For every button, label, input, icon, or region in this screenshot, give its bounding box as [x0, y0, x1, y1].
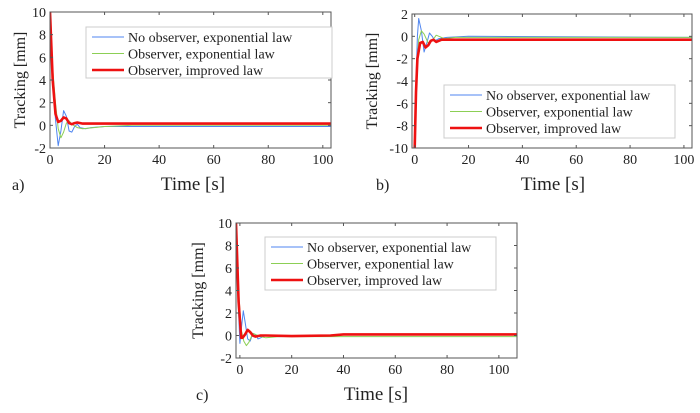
series-group: [413, 18, 692, 148]
x-axis-label: Time [s]: [521, 174, 585, 195]
x-axis-label: Time [s]: [344, 384, 408, 405]
legend: No observer, exponential law Observer, ex…: [85, 26, 333, 79]
y-tick-label: -4: [396, 75, 408, 90]
x-tick-label: 60: [388, 363, 402, 378]
y-tick-label: -8: [396, 120, 408, 135]
legend: No observer, exponential law Observer, ex…: [443, 84, 676, 139]
legend-label: Observer, exponential law: [486, 106, 634, 121]
series-line-observer-improved: [50, 12, 331, 126]
y-tick-label: 0: [401, 30, 408, 45]
y-tick-label: 6: [39, 51, 46, 66]
x-tick-label: 0: [236, 363, 243, 378]
legend-label: Observer, improved law: [128, 64, 264, 79]
series-line-no-observer-exp: [414, 18, 692, 148]
y-tick-label: 10: [32, 6, 46, 21]
series-line-observer-improved: [413, 38, 692, 148]
legend-label: Observer, exponential law: [307, 258, 455, 273]
y-tick-label: 10: [218, 217, 232, 232]
legend-box: [443, 84, 676, 139]
subplot-c: 0 20 40 60 80 100 -2 0 2 4 6 8 10 Tracking [mm] Time […: [190, 217, 518, 405]
x-tick-label: 20: [285, 363, 299, 378]
y-tick-label: -2: [34, 142, 46, 157]
x-tick-label: 60: [569, 153, 583, 168]
legend-label: No observer, exponential law: [486, 89, 651, 104]
x-tick-label: 0: [411, 153, 418, 168]
y-tick-label: 8: [39, 29, 46, 44]
y-axis-label: Tracking [mm]: [364, 33, 381, 130]
y-tick-label: 4: [225, 285, 232, 300]
x-tick-label: 40: [336, 363, 350, 378]
y-tick-label: -2: [220, 352, 232, 367]
y-axis-label: Tracking [mm]: [12, 32, 29, 129]
legend-label: Observer, exponential law: [128, 48, 276, 63]
x-tick-label: 100: [312, 153, 333, 168]
y-tick-label: 8: [225, 240, 232, 255]
series-group: [50, 12, 331, 147]
y-tick-label: -6: [396, 97, 408, 112]
legend-label: No observer, exponential law: [307, 241, 472, 256]
y-tick-label: 0: [225, 330, 232, 345]
x-tick-label: 80: [440, 363, 454, 378]
x-tick-label: 80: [261, 153, 275, 168]
y-tick-label: -2: [396, 53, 408, 68]
x-tick-label: 100: [673, 153, 694, 168]
y-axis-label: Tracking [mm]: [190, 242, 207, 339]
x-tick-label: 40: [152, 153, 166, 168]
x-tick-label: 20: [462, 153, 476, 168]
legend-label: Observer, improved law: [307, 274, 443, 289]
x-tick-label: 80: [623, 153, 637, 168]
y-tick-label: 6: [225, 262, 232, 277]
y-tick-label: 2: [401, 8, 408, 23]
subplot-b: 0 20 40 60 80 100 -10 -8 -6 -4 -2 0 2 Tracking [mm] Ti…: [364, 8, 694, 195]
x-axis-label: Time [s]: [161, 174, 225, 195]
y-tick-label: 2: [39, 97, 46, 112]
y-tick-label: 4: [39, 74, 46, 89]
panel-label: b): [376, 177, 389, 194]
series-group: [236, 223, 517, 347]
y-tick-label: 2: [225, 307, 232, 322]
legend-box: [264, 236, 497, 291]
x-tick-label: 60: [207, 153, 221, 168]
panel-label: a): [12, 177, 24, 194]
x-tick-label: 100: [488, 363, 509, 378]
series-line-observer-improved: [236, 223, 517, 340]
y-tick-label: 0: [39, 119, 46, 134]
panel-label: c): [196, 387, 208, 404]
legend-label: No observer, exponential law: [128, 31, 293, 46]
legend-box: [85, 26, 333, 79]
y-tick-label: -10: [389, 142, 408, 157]
legend-label: Observer, improved law: [486, 122, 622, 137]
legend: No observer, exponential law Observer, ex…: [264, 236, 497, 291]
x-tick-label: 0: [47, 153, 54, 168]
x-tick-label: 20: [98, 153, 112, 168]
x-tick-label: 40: [515, 153, 529, 168]
